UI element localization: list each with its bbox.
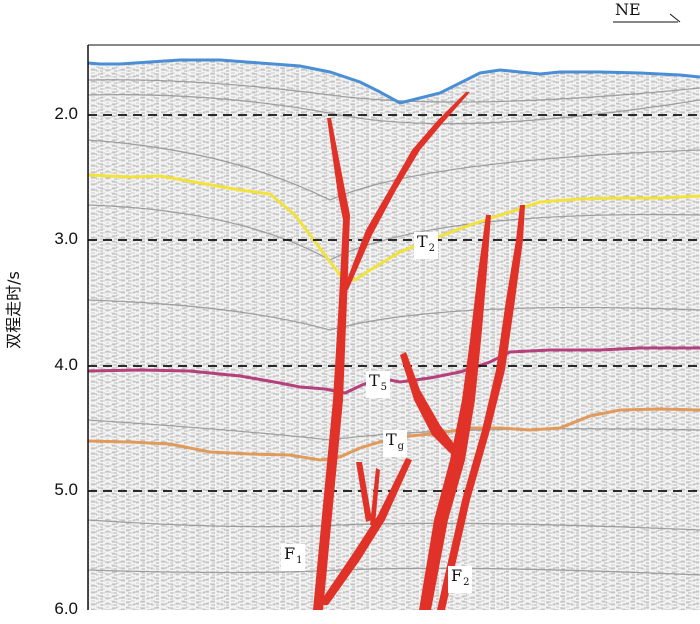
seafloor-horizon bbox=[88, 58, 700, 105]
y-tick-label: 5.0 bbox=[54, 480, 78, 499]
y-axis-label: 双程走时/s bbox=[4, 271, 23, 349]
fault-f1 bbox=[313, 92, 470, 610]
fault-f2 bbox=[400, 205, 525, 610]
horizon-label-tg: Tg bbox=[383, 430, 408, 457]
north-east-arrow bbox=[613, 13, 681, 23]
direction-label: NE bbox=[615, 0, 641, 19]
fault-label-f2: F2 bbox=[448, 566, 473, 593]
y-tick-label: 3.0 bbox=[54, 229, 78, 248]
fault-label-f1: F1 bbox=[281, 544, 306, 571]
horizon-label-t5: T5 bbox=[366, 371, 391, 398]
horizon-t2 bbox=[88, 173, 700, 282]
y-tick-label: 6.0 bbox=[54, 599, 78, 618]
seismic-section bbox=[88, 45, 700, 610]
y-tick-label: 2.0 bbox=[54, 104, 78, 123]
horizon-label-t2: T2 bbox=[414, 232, 439, 259]
y-tick-label: 4.0 bbox=[54, 355, 78, 374]
